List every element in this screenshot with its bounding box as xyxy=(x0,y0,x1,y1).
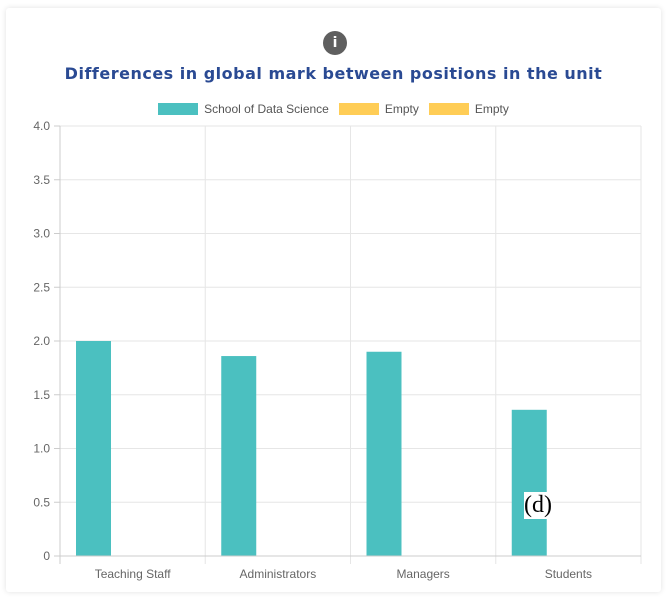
y-tick-label: 1.5 xyxy=(33,388,50,402)
y-tick-label: 2.0 xyxy=(33,334,50,348)
bars-layer xyxy=(76,341,547,556)
chart-legend: School of Data Science Empty Empty xyxy=(0,101,667,117)
x-tick-label: Teaching Staff xyxy=(95,567,171,581)
bar xyxy=(76,341,111,556)
grid-layer xyxy=(60,125,642,564)
y-tick-label: 2.5 xyxy=(33,280,50,294)
legend-label: School of Data Science xyxy=(204,102,329,116)
legend-label: Empty xyxy=(474,102,509,116)
y-tick-label: 0.5 xyxy=(33,495,50,509)
legend-item-empty-2[interactable]: Empty xyxy=(428,102,509,116)
y-tick-label: 4.0 xyxy=(33,119,50,133)
panel-label: (d) xyxy=(524,492,552,519)
legend-swatch xyxy=(158,103,199,115)
y-tick-label: 1.0 xyxy=(33,442,50,456)
legend-label: Empty xyxy=(384,102,419,116)
legend-swatch xyxy=(428,103,469,115)
y-tick-label: 3.5 xyxy=(33,173,50,187)
axes-layer xyxy=(54,125,641,564)
x-tick-label: Administrators xyxy=(240,567,317,581)
x-tick-label: Students xyxy=(545,567,592,581)
legend-swatch xyxy=(338,103,379,115)
x-tick-label: Managers xyxy=(396,567,449,581)
bar xyxy=(221,356,257,556)
chart-title: Differences in global mark between posit… xyxy=(64,64,603,83)
labels-layer: 0 0.5 1.0 1.5 2.0 2.5 3.0 3.5 4.0 Teaching Staff A… xyxy=(33,119,592,581)
legend-item-empty-1[interactable]: Empty xyxy=(338,102,419,116)
legend-item-school-of-data-science[interactable]: School of Data Science xyxy=(158,102,329,116)
info-icon[interactable]: i xyxy=(323,31,347,55)
y-tick-label: 0 xyxy=(43,549,50,563)
y-tick-label: 3.0 xyxy=(33,227,50,241)
bar xyxy=(366,351,402,556)
bar xyxy=(511,409,547,556)
